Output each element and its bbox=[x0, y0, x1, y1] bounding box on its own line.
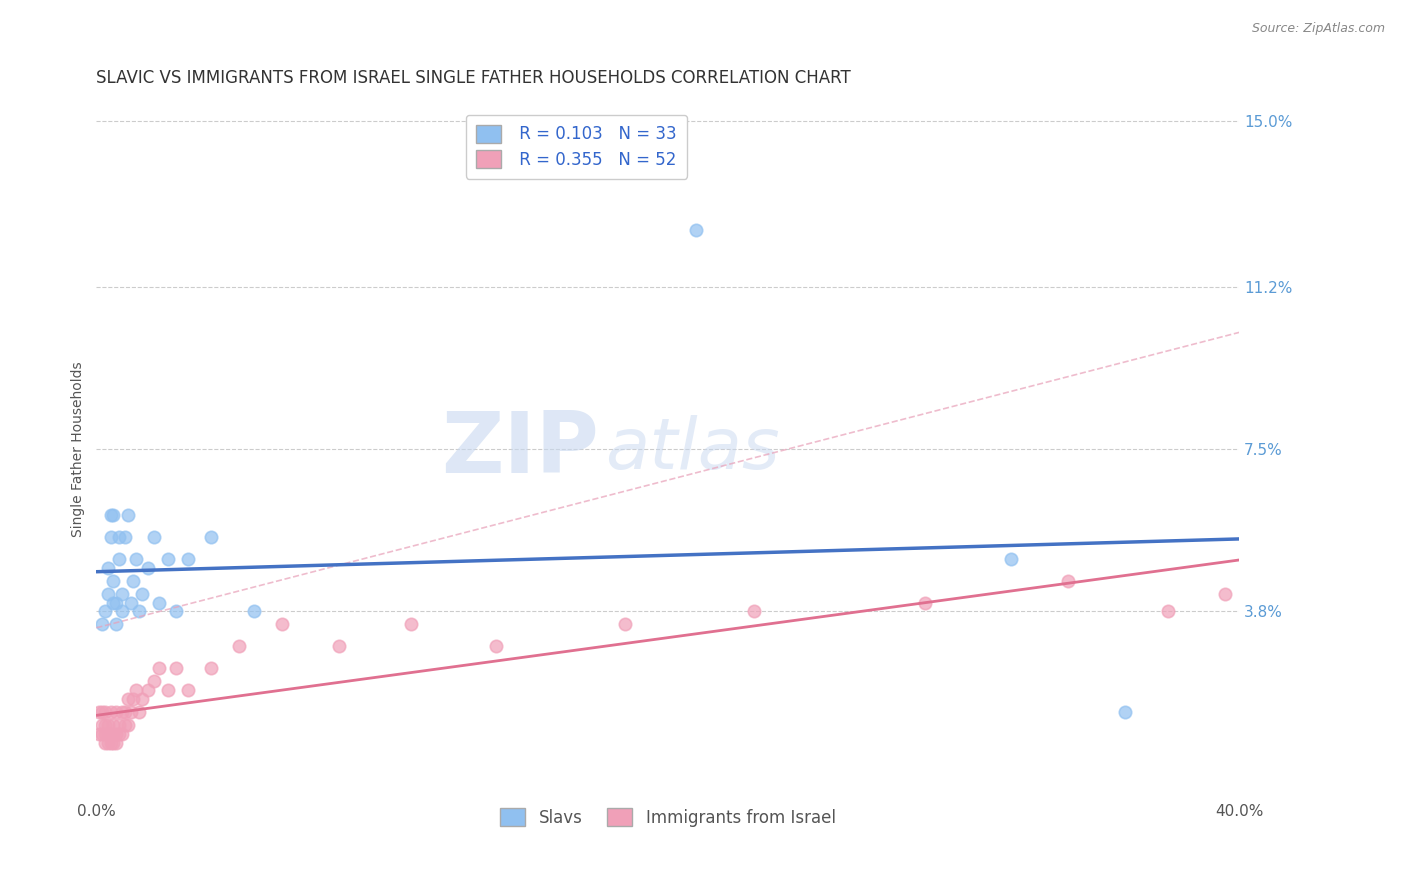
Point bbox=[177, 683, 200, 698]
Point bbox=[100, 530, 122, 544]
Point bbox=[328, 640, 350, 654]
Point bbox=[94, 705, 117, 719]
Point bbox=[614, 617, 637, 632]
Point bbox=[228, 640, 250, 654]
Point bbox=[242, 604, 264, 618]
Point bbox=[136, 560, 159, 574]
Point bbox=[742, 604, 765, 618]
Point bbox=[105, 705, 128, 719]
Point bbox=[125, 551, 148, 566]
Point bbox=[120, 705, 142, 719]
Point bbox=[105, 617, 128, 632]
Point bbox=[122, 691, 145, 706]
Point bbox=[148, 596, 170, 610]
Point bbox=[108, 530, 131, 544]
Text: atlas: atlas bbox=[605, 415, 779, 483]
Point bbox=[148, 661, 170, 675]
Point bbox=[103, 718, 125, 732]
Point bbox=[94, 727, 117, 741]
Point bbox=[100, 508, 122, 522]
Point bbox=[105, 736, 128, 750]
Point bbox=[200, 530, 222, 544]
Point bbox=[1213, 587, 1236, 601]
Point bbox=[165, 604, 187, 618]
Point bbox=[114, 530, 136, 544]
Point bbox=[91, 617, 114, 632]
Point bbox=[94, 736, 117, 750]
Point bbox=[156, 551, 179, 566]
Point bbox=[128, 604, 150, 618]
Point bbox=[177, 551, 200, 566]
Point bbox=[120, 596, 142, 610]
Point bbox=[103, 574, 125, 588]
Point bbox=[103, 736, 125, 750]
Point bbox=[103, 727, 125, 741]
Point bbox=[399, 617, 422, 632]
Point bbox=[111, 705, 134, 719]
Point bbox=[108, 727, 131, 741]
Point bbox=[89, 727, 111, 741]
Point bbox=[142, 530, 165, 544]
Point bbox=[114, 705, 136, 719]
Point bbox=[108, 551, 131, 566]
Point bbox=[1157, 604, 1180, 618]
Point bbox=[97, 587, 120, 601]
Point bbox=[111, 727, 134, 741]
Point bbox=[125, 683, 148, 698]
Point bbox=[1057, 574, 1080, 588]
Point bbox=[685, 223, 707, 237]
Point bbox=[100, 736, 122, 750]
Text: SLAVIC VS IMMIGRANTS FROM ISRAEL SINGLE FATHER HOUSEHOLDS CORRELATION CHART: SLAVIC VS IMMIGRANTS FROM ISRAEL SINGLE … bbox=[97, 69, 851, 87]
Point bbox=[142, 674, 165, 689]
Point bbox=[97, 560, 120, 574]
Point bbox=[94, 718, 117, 732]
Point bbox=[91, 727, 114, 741]
Point bbox=[89, 705, 111, 719]
Point bbox=[117, 718, 139, 732]
Legend: Slavs, Immigrants from Israel: Slavs, Immigrants from Israel bbox=[494, 801, 842, 833]
Point bbox=[1000, 551, 1022, 566]
Point bbox=[94, 604, 117, 618]
Point bbox=[100, 705, 122, 719]
Y-axis label: Single Father Households: Single Father Households bbox=[72, 361, 86, 537]
Point bbox=[114, 718, 136, 732]
Point bbox=[1114, 705, 1136, 719]
Text: ZIP: ZIP bbox=[441, 408, 599, 491]
Point bbox=[136, 683, 159, 698]
Point bbox=[111, 604, 134, 618]
Point bbox=[117, 691, 139, 706]
Point bbox=[91, 718, 114, 732]
Point bbox=[108, 718, 131, 732]
Point bbox=[111, 587, 134, 601]
Point bbox=[103, 596, 125, 610]
Point bbox=[117, 508, 139, 522]
Point bbox=[97, 727, 120, 741]
Point bbox=[91, 705, 114, 719]
Point bbox=[128, 705, 150, 719]
Point bbox=[165, 661, 187, 675]
Point bbox=[97, 718, 120, 732]
Text: Source: ZipAtlas.com: Source: ZipAtlas.com bbox=[1251, 22, 1385, 36]
Point bbox=[271, 617, 294, 632]
Point bbox=[200, 661, 222, 675]
Point bbox=[122, 574, 145, 588]
Point bbox=[100, 727, 122, 741]
Point bbox=[485, 640, 508, 654]
Point bbox=[105, 727, 128, 741]
Point bbox=[131, 691, 153, 706]
Point bbox=[156, 683, 179, 698]
Point bbox=[914, 596, 936, 610]
Point bbox=[131, 587, 153, 601]
Point bbox=[105, 596, 128, 610]
Point bbox=[103, 508, 125, 522]
Point bbox=[97, 736, 120, 750]
